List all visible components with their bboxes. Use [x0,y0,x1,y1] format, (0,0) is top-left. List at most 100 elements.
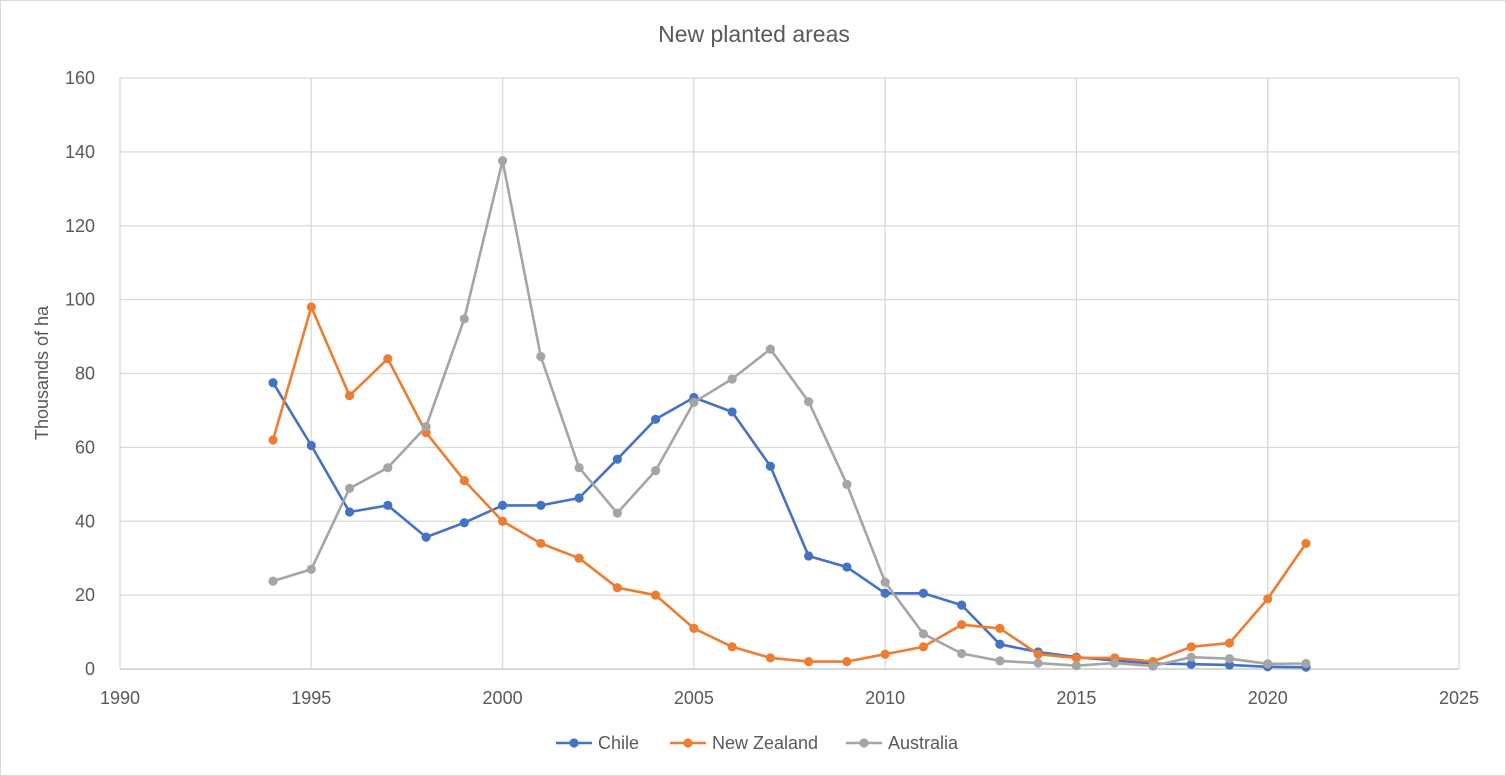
data-point-new-zealand [957,620,967,630]
data-point-australia [1224,654,1235,664]
y-tick-label: 40 [75,511,95,531]
data-point-australia [574,463,584,473]
x-tick-label: 2025 [1439,688,1479,708]
series-line-new-zealand [271,305,1308,663]
data-point-chile [383,500,393,510]
x-tick-label: 1995 [291,688,331,708]
data-point-chile [497,500,508,510]
data-point-australia [804,396,814,407]
data-point-new-zealand [880,649,890,659]
y-axis-label: Thousands of ha [32,305,52,440]
data-point-australia [268,576,278,586]
data-point-australia [1263,659,1273,669]
data-point-australia [497,156,508,166]
y-tick-label: 120 [65,216,95,236]
y-tick-label: 100 [65,290,95,310]
data-point-australia [880,577,890,587]
data-point-australia [536,351,546,362]
data-point-australia [995,656,1005,666]
x-tick-label: 2015 [1056,688,1096,708]
data-point-australia [1148,661,1158,671]
legend-swatch-marker [683,738,693,748]
data-point-new-zealand [1263,594,1273,604]
x-tick-label: 2020 [1248,688,1288,708]
x-tick-label: 2005 [674,688,714,708]
data-point-new-zealand [344,391,355,401]
legend-item-new-zealand: New Zealand [670,733,818,753]
x-tick-label: 2010 [865,688,905,708]
data-point-new-zealand [497,516,508,526]
data-point-chile [957,600,967,610]
chart-title: New planted areas [658,21,850,47]
data-point-australia [612,508,622,518]
data-point-new-zealand [268,435,278,445]
data-point-chile [536,500,546,510]
data-point-chile [727,407,737,417]
legend-swatch-marker [569,738,579,748]
legend-label: New Zealand [712,733,818,753]
data-point-new-zealand [689,623,699,633]
data-point-new-zealand [612,583,622,593]
series-new-zealand [268,302,1311,667]
data-point-new-zealand [459,476,469,486]
y-tick-label: 80 [75,364,95,384]
data-point-new-zealand [306,302,316,312]
y-tick-label: 140 [65,142,95,162]
data-point-chile [1186,659,1196,669]
data-point-chile [995,639,1005,649]
data-point-australia [1071,661,1082,671]
y-tick-label: 0 [85,659,95,679]
data-point-chile [574,493,584,503]
data-point-new-zealand [1071,653,1082,663]
series-lines [268,156,1311,672]
data-point-australia [727,374,737,384]
data-point-australia [421,422,431,432]
data-point-australia [957,648,967,659]
data-point-new-zealand [1224,638,1235,648]
data-point-new-zealand [727,642,737,652]
data-point-australia [1110,658,1120,668]
x-tick-label: 2000 [483,688,523,708]
data-point-chile [344,507,355,517]
data-point-chile [459,518,469,528]
data-point-new-zealand [574,553,584,563]
data-point-new-zealand [1033,649,1043,659]
data-point-australia [918,629,929,639]
data-point-new-zealand [804,657,814,667]
data-point-new-zealand [383,354,393,364]
data-point-chile [880,588,890,598]
data-point-new-zealand [918,642,929,652]
tick-labels: 0 20 40 60 80 100 120 140 160 1990 1995 2000 2005 201… [65,68,1479,708]
data-point-australia [1186,652,1196,662]
series-australia [268,156,1311,671]
data-point-australia [306,564,316,574]
series-chile [268,378,1311,672]
data-point-australia [383,463,393,473]
data-point-new-zealand [536,538,546,549]
series-line-chile [271,381,1308,669]
data-point-chile [306,440,316,451]
data-point-australia [344,483,355,493]
data-point-australia [651,466,661,476]
data-point-new-zealand [1301,538,1311,549]
y-tick-label: 160 [65,68,95,88]
data-point-australia [1301,658,1311,669]
data-point-australia [459,314,469,324]
legend-label: Australia [888,733,959,753]
data-point-chile [765,461,775,471]
data-point-chile [268,378,278,388]
legend-item-chile: Chile [556,733,639,753]
data-point-chile [612,454,622,464]
data-point-australia [842,479,852,489]
data-point-new-zealand [651,590,661,600]
legend-item-australia: Australia [846,733,959,753]
data-point-australia [689,397,699,407]
data-point-new-zealand [842,657,852,667]
legend-swatch-marker [859,738,869,748]
data-point-chile [842,562,852,572]
legend-label: Chile [598,733,639,753]
data-point-new-zealand [765,653,775,663]
data-point-chile [651,414,661,424]
